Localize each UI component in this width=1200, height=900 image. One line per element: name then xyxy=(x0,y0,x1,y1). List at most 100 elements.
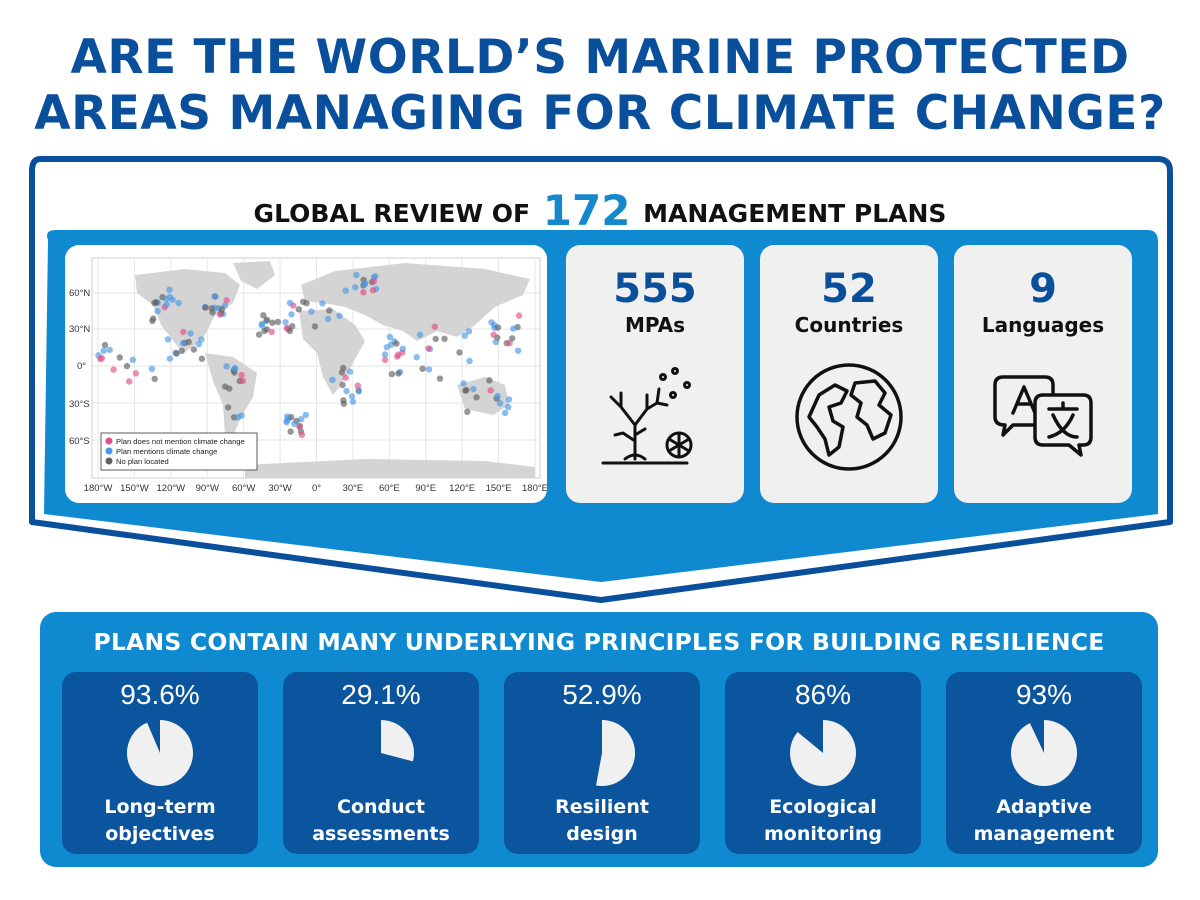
stat-value: 52 xyxy=(821,266,877,312)
pie-slice xyxy=(381,720,414,762)
mpa-point xyxy=(221,383,229,390)
mpa-point xyxy=(116,354,123,361)
x-tick-label: 90°E xyxy=(415,483,436,494)
mpa-point xyxy=(126,378,133,385)
mpa-point xyxy=(419,365,426,372)
stat-card-countries: 52 Countries xyxy=(760,245,938,503)
mpa-point xyxy=(463,386,470,394)
legend-label: Plan mentions climate change xyxy=(116,447,217,456)
review-prefix: GLOBAL REVIEW OF xyxy=(253,199,531,228)
mpa-point xyxy=(370,278,378,285)
mpa-point xyxy=(494,324,502,331)
mpa-point xyxy=(425,366,433,373)
map-points xyxy=(95,271,523,438)
mpa-point xyxy=(416,331,424,338)
review-heading: GLOBAL REVIEW OF 172 MANAGEMENT PLANS xyxy=(0,186,1200,235)
x-tick-label: 120°E xyxy=(449,483,475,494)
principle-label-line-1: Resilient xyxy=(555,796,649,818)
principle-card: 52.9% Resilient design xyxy=(504,672,700,854)
review-count: 172 xyxy=(542,186,631,235)
pie-chart-icon xyxy=(381,720,414,762)
translate-icon xyxy=(993,375,1093,457)
principle-label: Resilient design xyxy=(504,794,700,848)
mpa-point xyxy=(173,350,180,357)
mpa-point xyxy=(180,339,187,347)
pie-chart-icon xyxy=(1010,720,1077,786)
mpa-point xyxy=(372,273,379,280)
mpa-point xyxy=(224,404,232,411)
world-map: 60°N 30°N 0° 30°S 60°S 180°W 150°W 120°W 90… xyxy=(69,257,547,494)
title-line-1: ARE THE WORLD’S MARINE PROTECTED xyxy=(70,30,1130,85)
mpa-point xyxy=(432,335,439,343)
mpa-point xyxy=(288,311,295,318)
principle-label: Long-term objectives xyxy=(62,794,258,848)
mpa-point xyxy=(496,400,504,407)
principle-label-line-1: Conduct xyxy=(337,796,425,818)
mpa-point xyxy=(431,323,438,330)
stat-label: MPAs xyxy=(624,313,686,337)
mpa-point xyxy=(338,369,346,376)
principle-label-line-2: design xyxy=(566,823,638,845)
mpa-point xyxy=(466,357,473,365)
y-tick-label: 30°N xyxy=(69,324,90,335)
mpa-point xyxy=(296,423,303,431)
mpa-point xyxy=(178,347,185,354)
mpa-point xyxy=(164,336,172,343)
mpa-point xyxy=(282,319,289,326)
mpa-point xyxy=(329,376,336,383)
mpa-point xyxy=(349,398,357,405)
mpa-point xyxy=(298,431,306,438)
review-suffix: MANAGEMENT PLANS xyxy=(643,199,947,228)
principle-label-line-1: Adaptive xyxy=(996,796,1092,818)
mpa-point xyxy=(460,380,467,387)
stat-card-mpas: 555 MPAs xyxy=(566,245,744,503)
mpa-point xyxy=(269,319,276,326)
mpa-point xyxy=(353,271,360,279)
mpa-point xyxy=(295,306,302,313)
mpa-point xyxy=(287,428,294,435)
mpa-point xyxy=(163,295,170,303)
mpa-point xyxy=(361,280,369,288)
mpa-point xyxy=(268,328,275,335)
principle-label: Conduct assessments xyxy=(283,794,479,848)
principle-label: Ecological monitoring xyxy=(725,794,921,848)
mpa-point xyxy=(395,370,402,377)
mpa-point xyxy=(486,377,493,384)
mpa-point xyxy=(123,362,131,370)
stat-label: Languages xyxy=(981,313,1105,337)
stat-label: Countries xyxy=(794,313,904,337)
mpa-point xyxy=(180,328,187,336)
mpa-point xyxy=(436,375,444,382)
y-tick-label: 60°S xyxy=(69,436,90,447)
mpa-point xyxy=(175,299,182,307)
mpa-point xyxy=(198,336,205,343)
mpa-point xyxy=(465,328,473,335)
mpa-point xyxy=(395,351,402,358)
principle-label-line-2: management xyxy=(973,823,1115,845)
mpa-point xyxy=(166,355,174,362)
map-card: 60°N 30°N 0° 30°S 60°S 180°W 150°W 120°W 90… xyxy=(65,245,547,503)
coral-icon xyxy=(601,367,693,465)
mpa-point xyxy=(263,316,271,323)
mpa-point xyxy=(464,408,471,415)
mpa-point xyxy=(258,322,266,329)
principle-label: Adaptive management xyxy=(946,794,1142,848)
mpa-point xyxy=(255,331,263,338)
principle-label-line-2: monitoring xyxy=(763,823,883,845)
mpa-point xyxy=(492,338,500,346)
mpa-point xyxy=(286,299,294,307)
mpa-point xyxy=(506,340,513,347)
mpa-point xyxy=(187,330,194,337)
principle-percent: 52.9% xyxy=(562,679,642,710)
land-north-america xyxy=(135,269,240,353)
mpa-point xyxy=(510,325,517,332)
mpa-point xyxy=(163,301,170,308)
x-tick-label: 120°W xyxy=(157,483,186,494)
mpa-point xyxy=(342,287,349,294)
mpa-point xyxy=(283,324,290,332)
mpa-point xyxy=(509,335,516,342)
mpa-point xyxy=(514,347,522,354)
mpa-point xyxy=(154,308,161,315)
mpa-point xyxy=(302,411,309,419)
mpa-point xyxy=(393,340,400,347)
